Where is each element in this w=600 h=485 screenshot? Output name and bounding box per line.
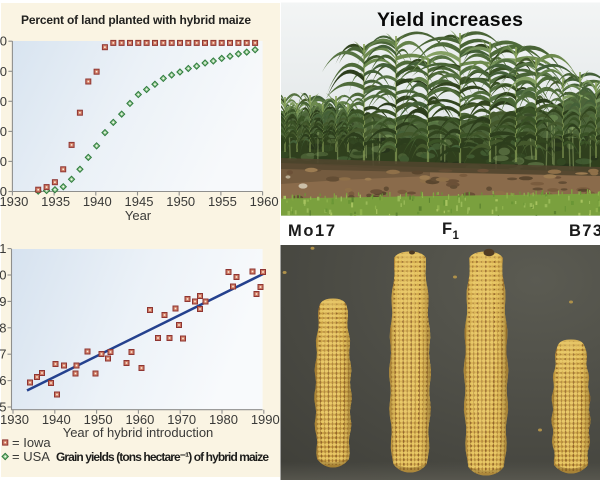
svg-text:1930: 1930 [0,412,29,427]
svg-text:1: 1 [0,241,7,256]
svg-text:= Iowa: = Iowa [12,435,51,450]
svg-text:1: 1 [453,230,460,242]
svg-text:1950: 1950 [166,194,195,209]
svg-text:0: 0 [0,124,7,139]
svg-text:Percent of land planted with h: Percent of land planted with hybrid maiz… [21,13,251,27]
svg-text:B73: B73 [569,222,600,240]
svg-text:Grain yields (tons hectare⁻¹): Grain yields (tons hectare⁻¹) of hybrid … [56,450,269,464]
svg-text:8: 8 [0,320,7,335]
svg-text:Mo17: Mo17 [288,222,335,240]
svg-text:0: 0 [0,154,7,169]
svg-text:1990: 1990 [251,412,280,427]
svg-text:F: F [442,220,452,238]
svg-text:0: 0 [0,94,7,109]
svg-text:= USA: = USA [12,449,50,464]
svg-text:1980: 1980 [209,412,238,427]
svg-text:Year: Year [125,208,152,223]
svg-text:Yield increases: Yield increases [377,9,523,31]
svg-text:1940: 1940 [83,194,112,209]
svg-text:Year of hybrid introduction: Year of hybrid introduction [63,425,214,440]
svg-text:9: 9 [0,294,7,309]
svg-text:0: 0 [0,34,7,49]
svg-text:1935: 1935 [41,194,70,209]
svg-text:1960: 1960 [250,194,279,209]
svg-text:0: 0 [0,268,7,283]
svg-text:0: 0 [0,64,7,79]
svg-text:7: 7 [0,347,7,362]
svg-text:1930: 1930 [0,194,28,209]
svg-text:6: 6 [0,373,7,388]
svg-text:1955: 1955 [208,194,237,209]
svg-text:1945: 1945 [125,194,154,209]
